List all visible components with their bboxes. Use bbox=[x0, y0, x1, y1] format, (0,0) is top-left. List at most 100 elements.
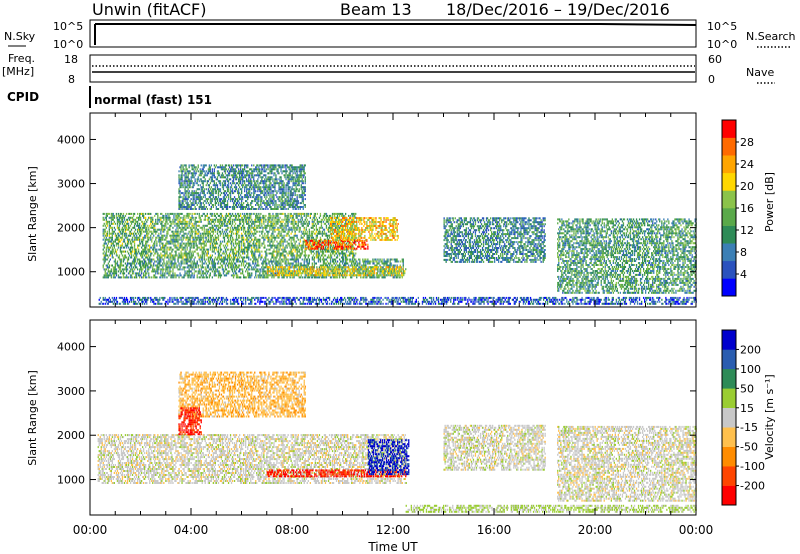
power-cell bbox=[182, 302, 184, 305]
power-cell bbox=[282, 250, 284, 253]
power-cell bbox=[126, 250, 129, 253]
power-cell bbox=[139, 302, 141, 305]
power-cell bbox=[175, 216, 177, 219]
power-cell bbox=[306, 262, 308, 265]
power-cell bbox=[187, 296, 189, 299]
power-cell bbox=[105, 268, 107, 271]
power-cell bbox=[336, 296, 339, 299]
power-cell bbox=[232, 302, 235, 305]
power-cell bbox=[232, 296, 235, 299]
power-cell bbox=[170, 222, 172, 225]
power-cell bbox=[360, 302, 362, 305]
power-cell bbox=[119, 262, 122, 265]
power-cell bbox=[260, 300, 262, 303]
power-cell bbox=[171, 254, 173, 257]
power-cell bbox=[271, 228, 273, 231]
power-cell bbox=[197, 300, 199, 303]
power-cell bbox=[213, 212, 215, 215]
power-cell bbox=[290, 302, 292, 305]
power-cell bbox=[181, 260, 183, 263]
power-cell bbox=[178, 224, 180, 227]
power-cell bbox=[125, 244, 128, 247]
power-cell bbox=[184, 248, 186, 251]
power-cell bbox=[129, 264, 132, 267]
power-cell bbox=[206, 264, 208, 267]
power-cell bbox=[201, 228, 203, 231]
power-cell bbox=[138, 248, 140, 251]
power-cell bbox=[209, 274, 211, 277]
power-cell bbox=[286, 220, 288, 223]
power-cell bbox=[223, 256, 226, 259]
power-cell bbox=[289, 216, 291, 219]
power-cell bbox=[275, 256, 277, 259]
power-cell bbox=[219, 216, 222, 219]
power-cell bbox=[268, 236, 270, 239]
power-cell bbox=[141, 254, 143, 257]
power-cell bbox=[291, 256, 293, 259]
power-cell bbox=[258, 296, 260, 299]
power-cell bbox=[293, 224, 295, 227]
power-cell bbox=[112, 298, 114, 301]
power-cell bbox=[260, 274, 262, 277]
power-cell bbox=[304, 274, 306, 277]
power-cell bbox=[107, 212, 109, 215]
power-cell bbox=[197, 264, 199, 267]
power-cell bbox=[276, 244, 278, 247]
power-cell bbox=[256, 224, 258, 227]
power-cell bbox=[139, 272, 141, 275]
power-cell bbox=[137, 296, 139, 299]
power-cell bbox=[138, 226, 140, 229]
power-cell bbox=[164, 250, 166, 253]
power-cell bbox=[211, 214, 213, 217]
power-cell bbox=[142, 296, 144, 299]
power-cell bbox=[116, 242, 119, 245]
power-cell bbox=[162, 242, 164, 245]
power-cell bbox=[261, 224, 263, 227]
power-cell bbox=[253, 232, 255, 235]
power-cell bbox=[304, 222, 306, 225]
power-cell bbox=[136, 254, 138, 257]
power-cell bbox=[291, 244, 293, 247]
power-cell bbox=[171, 250, 173, 253]
power-cell bbox=[113, 244, 115, 247]
power-cell bbox=[115, 254, 118, 257]
power-cell bbox=[262, 260, 264, 263]
power-cell bbox=[282, 242, 284, 245]
power-cell bbox=[195, 236, 197, 239]
power-cell bbox=[115, 302, 118, 305]
power-cell bbox=[311, 236, 313, 239]
power-cell bbox=[199, 254, 201, 257]
power-cell bbox=[273, 228, 275, 231]
power-cell bbox=[151, 218, 153, 221]
power-cell bbox=[115, 300, 118, 303]
power-cell bbox=[158, 302, 160, 305]
power-cell bbox=[282, 246, 284, 249]
power-cell bbox=[106, 238, 108, 241]
power-cell bbox=[293, 258, 295, 261]
power-cell bbox=[203, 246, 205, 249]
power-cell bbox=[180, 260, 182, 263]
power-cell bbox=[195, 240, 197, 243]
power-cell bbox=[265, 296, 267, 299]
power-cell bbox=[189, 236, 191, 239]
power-cell bbox=[182, 238, 184, 241]
power-cell bbox=[307, 276, 309, 279]
power-cell bbox=[173, 234, 175, 237]
power-cell bbox=[382, 266, 384, 269]
power-cell bbox=[148, 296, 150, 299]
power-cell bbox=[183, 258, 185, 261]
power-cell bbox=[276, 222, 278, 225]
power-cell bbox=[117, 212, 120, 215]
power-cell bbox=[207, 260, 209, 263]
power-cell bbox=[222, 216, 225, 219]
power-cell bbox=[228, 234, 231, 237]
power-cell bbox=[235, 274, 238, 277]
power-cell bbox=[191, 222, 193, 225]
power-cell bbox=[344, 302, 346, 305]
power-cell bbox=[205, 244, 207, 247]
power-cell bbox=[209, 272, 211, 275]
power-cell bbox=[254, 254, 256, 257]
power-cell bbox=[206, 232, 208, 235]
power-cell bbox=[126, 240, 129, 243]
power-cell bbox=[303, 260, 305, 263]
